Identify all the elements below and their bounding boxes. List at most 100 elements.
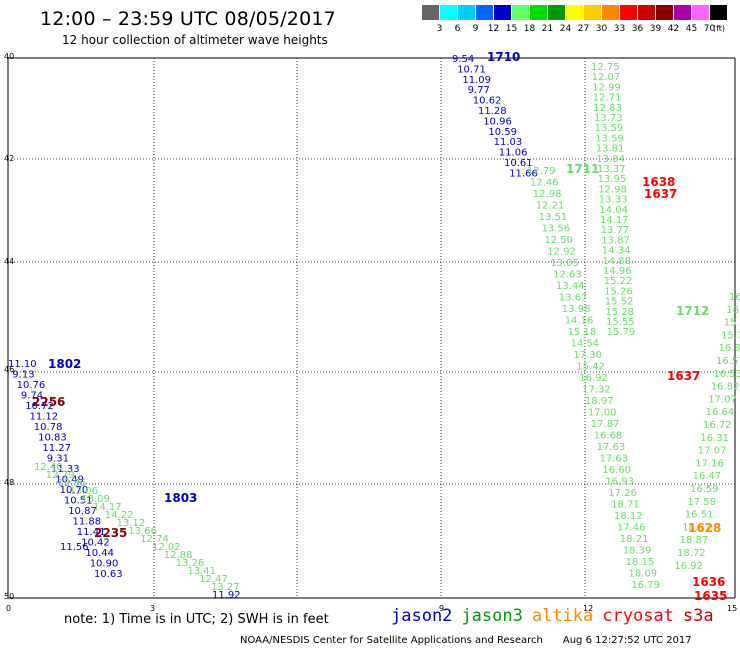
wave-height-value: 13.33 bbox=[599, 195, 628, 206]
colorbar-unit: (ft) bbox=[713, 24, 726, 33]
wave-height-value: 10.63 bbox=[94, 569, 123, 580]
colorbar-swatch bbox=[674, 5, 691, 20]
colorbar-label: 3 bbox=[436, 24, 443, 34]
wave-height-value: 9.77 bbox=[468, 85, 490, 96]
pass-time-label: 1712 bbox=[676, 304, 709, 318]
wave-height-value: 10.78 bbox=[34, 422, 63, 433]
colorbar-label: 30 bbox=[595, 24, 608, 34]
pass-time-label: 1637 bbox=[644, 187, 677, 201]
wave-height-value: 10.71 bbox=[457, 64, 486, 75]
wave-height-value: 12.98 bbox=[598, 184, 627, 195]
wave-height-value: 12.75 bbox=[591, 62, 620, 73]
colorbar-label: 21 bbox=[541, 24, 554, 34]
colorbar-swatch bbox=[584, 5, 601, 20]
colorbar-label: 42 bbox=[667, 24, 680, 34]
wave-height-value: 12.63 bbox=[553, 270, 582, 281]
wave-height-value: 13.12 bbox=[117, 518, 146, 529]
wave-height-value: 12.83 bbox=[593, 103, 622, 114]
legend-jason3: jason3 bbox=[461, 606, 523, 626]
wave-height-value: 11.10 bbox=[8, 359, 37, 370]
wave-height-value: 18.97 bbox=[585, 396, 614, 407]
wave-height-value: 12.74 bbox=[140, 534, 169, 545]
x-tick-12: 12 bbox=[583, 604, 594, 613]
wave-height-value: 12.02 bbox=[152, 542, 181, 553]
colorbar-label: 6 bbox=[454, 24, 461, 34]
pass-time-label: 1638 bbox=[642, 175, 675, 189]
wave-height-value: 16.92 bbox=[729, 292, 740, 303]
wave-height-value: 14.54 bbox=[571, 339, 600, 350]
wave-height-value: 13.84 bbox=[596, 154, 625, 165]
wave-height-value: 12.79 bbox=[46, 470, 75, 481]
wave-height-value: 17.26 bbox=[608, 488, 637, 499]
wave-height-value: 16.32 bbox=[719, 343, 740, 354]
wave-height-value: 12.71 bbox=[593, 93, 622, 104]
colorbar-label: 9 bbox=[472, 24, 479, 34]
y-tick-44: 44 bbox=[4, 257, 15, 266]
wave-height-value: 17.63 bbox=[597, 442, 626, 453]
wave-height-value: 17.63 bbox=[600, 454, 629, 465]
wave-height-value: 15.52 bbox=[724, 318, 740, 329]
colorbar-label: 12 bbox=[487, 24, 500, 34]
wave-height-value: 13.77 bbox=[601, 225, 630, 236]
wave-height-value: 10.51 bbox=[64, 496, 93, 507]
wave-height-value: 13.26 bbox=[176, 558, 205, 569]
pass-time-label: 1802 bbox=[48, 357, 81, 371]
wave-height-value: 12.46 bbox=[530, 178, 559, 189]
wave-height-value: 13.59 bbox=[595, 133, 624, 144]
wave-height-value: 10.61 bbox=[504, 158, 533, 169]
wave-height-value: 10.83 bbox=[38, 433, 67, 444]
colorbar-swatch bbox=[422, 5, 439, 20]
wave-height-value: 13.44 bbox=[556, 281, 585, 292]
wave-height-value: 10.87 bbox=[68, 506, 97, 517]
pass-time-label: 1637 bbox=[667, 369, 700, 383]
pass-time-label: 2256 bbox=[32, 395, 65, 409]
colorbar-swatch bbox=[602, 5, 619, 20]
colorbar-label: 27 bbox=[577, 24, 590, 34]
wave-height-value: 11.41 bbox=[77, 527, 106, 538]
wave-height-value: 17.46 bbox=[617, 523, 646, 534]
wave-height-value: 10.72 bbox=[25, 401, 54, 412]
wave-height-value: 16.79 bbox=[631, 580, 660, 591]
wave-height-value: 11.92 bbox=[212, 590, 241, 601]
wave-height-value: 12.86 bbox=[58, 478, 87, 489]
wave-height-value: 16.51 bbox=[685, 510, 714, 521]
wave-height-value: 16.60 bbox=[602, 465, 631, 476]
wave-height-value: 12.07 bbox=[592, 72, 621, 83]
wave-height-value: 13.05 bbox=[550, 258, 579, 269]
pass-time-label: 2235 bbox=[94, 526, 127, 540]
wave-height-value: 13.87 bbox=[601, 235, 630, 246]
wave-height-value: 9.13 bbox=[12, 370, 34, 381]
wave-height-value: 14.88 bbox=[602, 256, 631, 267]
map-title: 12:00 – 23:59 UTC 08/05/2017 bbox=[40, 8, 336, 30]
wave-height-value: 13.67 bbox=[559, 293, 588, 304]
wave-height-value: 16.53 bbox=[713, 369, 740, 380]
wave-height-value: 16.95 bbox=[726, 305, 740, 316]
colorbar-swatch bbox=[710, 5, 727, 20]
wave-height-value: 14.22 bbox=[105, 510, 134, 521]
map-grid bbox=[7, 57, 736, 599]
wave-height-value: 10.90 bbox=[90, 559, 119, 570]
wave-height-value: 15.42 bbox=[576, 362, 605, 373]
wave-height-value: 15.55 bbox=[606, 317, 635, 328]
footer: NOAA/NESDIS Center for Satellite Applica… bbox=[240, 635, 692, 646]
pass-time-label: 1711 bbox=[566, 162, 599, 176]
legend-jason2: jason2 bbox=[391, 606, 453, 626]
wave-height-value: 13.59 bbox=[595, 123, 624, 134]
wave-height-value: 16.82 bbox=[711, 382, 740, 393]
y-tick-40: 40 bbox=[4, 52, 15, 61]
x-tick-3: 3 bbox=[150, 604, 156, 613]
wave-height-value: 14.04 bbox=[599, 205, 628, 216]
wave-height-value: 11.27 bbox=[42, 443, 71, 454]
wave-height-value: 16.31 bbox=[700, 433, 729, 444]
wave-height-value: 17.07 bbox=[698, 446, 727, 457]
wave-height-value: 13.98 bbox=[562, 304, 591, 315]
wave-height-value: 16.93 bbox=[605, 477, 634, 488]
colorbar-swatch bbox=[494, 5, 511, 20]
wave-height-value: 12.98 bbox=[533, 189, 562, 200]
wave-height-value: 10.42 bbox=[81, 538, 110, 549]
wave-height-value: 13.51 bbox=[539, 212, 568, 223]
footer-credit: NOAA/NESDIS Center for Satellite Applica… bbox=[240, 635, 543, 646]
colorbar-swatch bbox=[638, 5, 655, 20]
pass-time-label: 1803 bbox=[164, 491, 197, 505]
